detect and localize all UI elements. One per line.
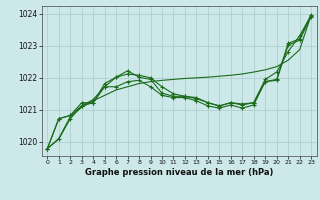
X-axis label: Graphe pression niveau de la mer (hPa): Graphe pression niveau de la mer (hPa) [85,168,273,177]
